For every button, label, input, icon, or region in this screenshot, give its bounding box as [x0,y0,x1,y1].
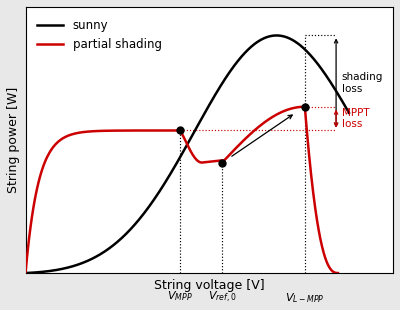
Legend: sunny, partial shading: sunny, partial shading [32,13,168,56]
Text: $V_{L-MPP}$: $V_{L-MPP}$ [285,291,325,305]
Text: MPPT
loss: MPPT loss [342,108,369,129]
Text: shading
loss: shading loss [342,72,383,94]
Y-axis label: String power [W]: String power [W] [7,87,20,193]
Text: $V_{MPP}$: $V_{MPP}$ [167,290,193,303]
X-axis label: String voltage [V]: String voltage [V] [154,279,264,292]
Text: $V_{ref,0}$: $V_{ref,0}$ [208,290,236,305]
